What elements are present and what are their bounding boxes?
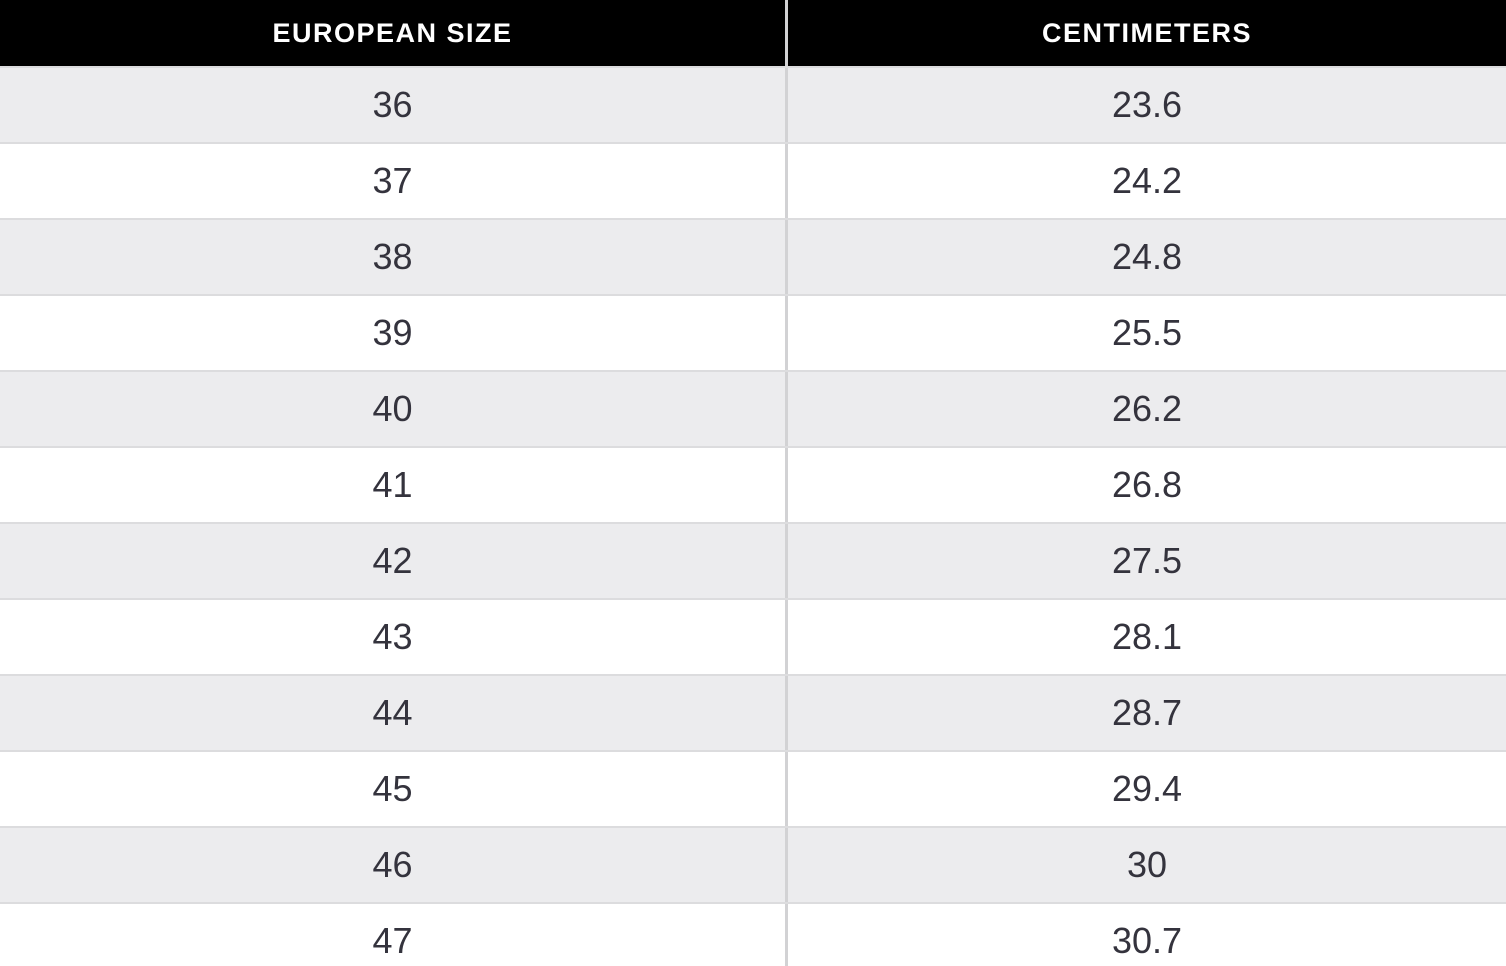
cell-european-size: 41 (0, 448, 788, 522)
table-row: 37 24.2 (0, 142, 1506, 218)
cell-centimeters: 28.1 (1111, 616, 1183, 657)
table-row: 38 24.8 (0, 218, 1506, 294)
cell-european-size: 46 (0, 828, 788, 902)
cell-centimeters: 24.8 (1111, 236, 1183, 277)
cell-european-size: 36 (0, 68, 788, 142)
table-row: 47 30.7 (0, 902, 1506, 966)
cell-european-size: 47 (0, 904, 788, 966)
cell-centimeters: 26.8 (1111, 464, 1183, 505)
table-row: 39 25.5 (0, 294, 1506, 370)
cell-european-size: 44 (0, 676, 788, 750)
table-row: 42 27.5 (0, 522, 1506, 598)
cell-centimeters: 30.7 (1111, 920, 1183, 961)
cell-centimeters: 29.4 (1111, 768, 1183, 809)
table-row: 41 26.8 (0, 446, 1506, 522)
cell-centimeters: 25.5 (1111, 312, 1183, 353)
table-row: 43 28.1 (0, 598, 1506, 674)
cell-european-size: 40 (0, 372, 788, 446)
cell-european-size: 39 (0, 296, 788, 370)
cell-european-size: 38 (0, 220, 788, 294)
column-header-european-size: EUROPEAN SIZE (0, 0, 788, 66)
cell-european-size: 45 (0, 752, 788, 826)
cell-european-size: 43 (0, 600, 788, 674)
table-row: 36 23.6 (0, 66, 1506, 142)
table-row: 45 29.4 (0, 750, 1506, 826)
cell-centimeters: 30 (1126, 844, 1168, 885)
cell-european-size: 37 (0, 144, 788, 218)
table-row: 40 26.2 (0, 370, 1506, 446)
cell-centimeters: 26.2 (1111, 388, 1183, 429)
column-header-centimeters: CENTIMETERS (1041, 17, 1252, 48)
table-header-row: EUROPEAN SIZE CENTIMETERS (0, 0, 1506, 66)
cell-centimeters: 28.7 (1111, 692, 1183, 733)
cell-centimeters: 24.2 (1111, 160, 1183, 201)
cell-european-size: 42 (0, 524, 788, 598)
cell-centimeters: 23.6 (1111, 84, 1183, 125)
table-row: 46 30 (0, 826, 1506, 902)
table-row: 44 28.7 (0, 674, 1506, 750)
cell-centimeters: 27.5 (1111, 540, 1183, 581)
